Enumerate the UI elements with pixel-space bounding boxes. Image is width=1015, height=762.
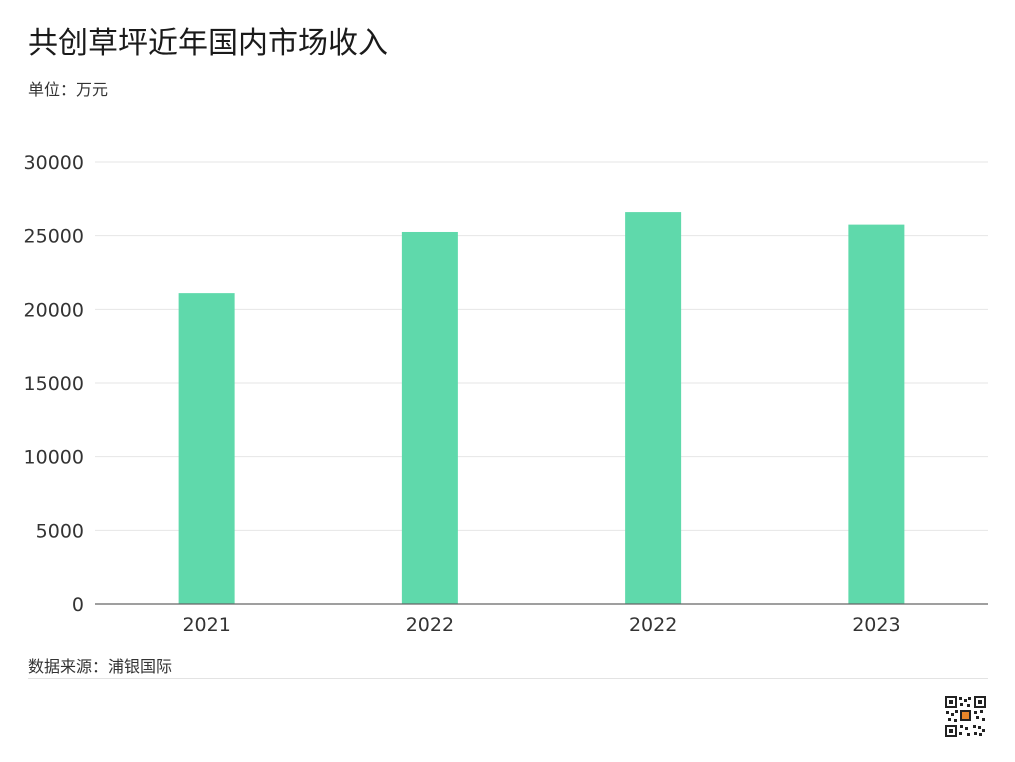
bar xyxy=(848,224,905,604)
bar xyxy=(625,212,682,605)
x-tick-label: 2022 xyxy=(406,614,454,636)
y-tick-label: 10000 xyxy=(24,447,84,469)
grid-lines xyxy=(95,161,988,531)
y-axis-ticks: 0 5000 10000 15000 20000 25000 30000 xyxy=(24,152,84,616)
data-source: 数据来源：浦银国际 xyxy=(28,657,173,676)
y-tick-label: 15000 xyxy=(24,373,84,395)
bar xyxy=(401,231,458,604)
y-tick-label: 5000 xyxy=(36,520,84,542)
chart-title: 共创草坪近年国内市场收入 xyxy=(28,26,388,61)
bar xyxy=(178,293,235,604)
qr-code-icon xyxy=(945,696,986,737)
y-tick-label: 0 xyxy=(72,594,84,616)
chart-unit-label: 单位：万元 xyxy=(28,80,109,99)
x-tick-label: 2023 xyxy=(852,614,900,636)
x-tick-label: 2021 xyxy=(182,614,230,636)
bars xyxy=(178,212,905,605)
x-tick-label: 2022 xyxy=(629,614,677,636)
footer-divider xyxy=(28,678,988,679)
y-tick-label: 20000 xyxy=(24,299,84,321)
x-axis-ticks: 2021 2022 2022 2023 xyxy=(182,614,900,636)
y-tick-label: 30000 xyxy=(24,152,84,174)
y-tick-label: 25000 xyxy=(24,226,84,248)
